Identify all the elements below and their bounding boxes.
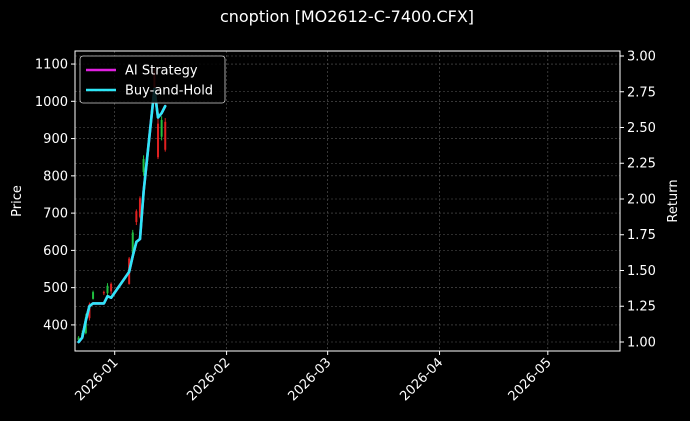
- x-tick-label: 2026-05: [506, 355, 555, 404]
- candle-body: [102, 292, 105, 294]
- legend-label: Buy-and-Hold: [125, 84, 213, 99]
- candle-body: [77, 337, 80, 340]
- chart-title: cnoption [MO2612-C-7400.CFX]: [220, 7, 474, 26]
- candle-body: [157, 123, 160, 158]
- y-axis-title: Price: [10, 185, 25, 217]
- y2-tick-label: 1.00: [627, 335, 656, 350]
- y-tick-label: 1000: [35, 95, 68, 110]
- grid-lines: [75, 51, 620, 351]
- y2-tick-label: 1.75: [627, 228, 656, 243]
- candle-body: [142, 159, 145, 173]
- legend: AI Strategy Buy-and-Hold: [79, 55, 226, 104]
- plot-frame: [74, 50, 621, 352]
- x-tick-label: 2026-03: [285, 355, 334, 404]
- y2-tick-label: 2.00: [627, 192, 656, 207]
- candle-body: [135, 211, 138, 223]
- x-tick-label: 2026-02: [184, 355, 233, 404]
- y-tick-label: 700: [43, 207, 68, 222]
- candle-body: [110, 283, 113, 292]
- candle-body: [160, 119, 163, 137]
- y2-tick-label: 2.50: [627, 121, 656, 136]
- series-lines: [77, 87, 167, 344]
- y-tick-label: 900: [43, 132, 68, 147]
- x-tick-label: 2026-04: [397, 355, 446, 404]
- y2-tick-label: 1.25: [627, 300, 656, 315]
- y-tick-label: 800: [43, 169, 68, 184]
- candle-body: [92, 292, 95, 299]
- candle-body: [164, 121, 167, 150]
- candle-body: [138, 198, 141, 217]
- candle-body: [106, 285, 109, 294]
- legend-box: [79, 55, 226, 104]
- legend-label: AI Strategy: [125, 64, 198, 79]
- y2-tick-label: 2.75: [627, 85, 656, 100]
- y2-tick-label: 2.25: [627, 157, 656, 172]
- y2-tick-label: 1.50: [627, 264, 656, 279]
- y-tick-label: 500: [43, 281, 68, 296]
- y-axis-right: 1.00 1.25 1.50 1.75 2.00 2.25 2.50 2.75 3.00: [620, 50, 656, 350]
- y2-axis-title: Return: [666, 179, 681, 222]
- y-tick-label: 400: [43, 318, 68, 333]
- x-axis: 2026-01 2026-02 2026-03 2026-04 2026-05: [73, 351, 555, 404]
- y2-tick-label: 3.00: [627, 50, 656, 65]
- y-axis-left: 400 500 600 700 800 900 1000 1100: [35, 58, 75, 333]
- x-tick-label: 2026-01: [73, 355, 122, 404]
- candle-body: [131, 232, 134, 254]
- y-tick-label: 600: [43, 244, 68, 259]
- y-tick-label: 1100: [35, 58, 68, 73]
- series-line-buy-and-hold: [77, 87, 167, 344]
